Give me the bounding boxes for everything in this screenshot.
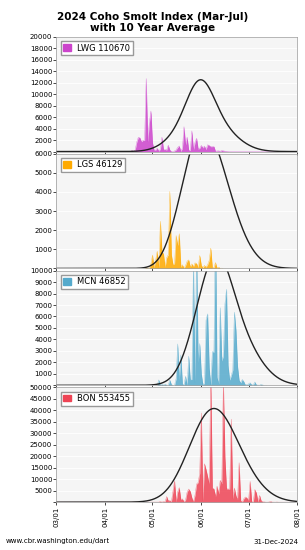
- Text: www.cbr.washington.edu/dart: www.cbr.washington.edu/dart: [6, 538, 110, 544]
- Legend: LWG 110670: LWG 110670: [61, 41, 133, 55]
- Text: 31-Dec-2024: 31-Dec-2024: [254, 538, 299, 544]
- Legend: BON 553455: BON 553455: [61, 392, 133, 406]
- Legend: LGS 46129: LGS 46129: [61, 158, 125, 172]
- Text: 2024 Coho Smolt Index (Mar-Jul): 2024 Coho Smolt Index (Mar-Jul): [57, 12, 248, 22]
- Legend: MCN 46852: MCN 46852: [61, 275, 128, 289]
- Text: with 10 Year Average: with 10 Year Average: [90, 23, 215, 33]
